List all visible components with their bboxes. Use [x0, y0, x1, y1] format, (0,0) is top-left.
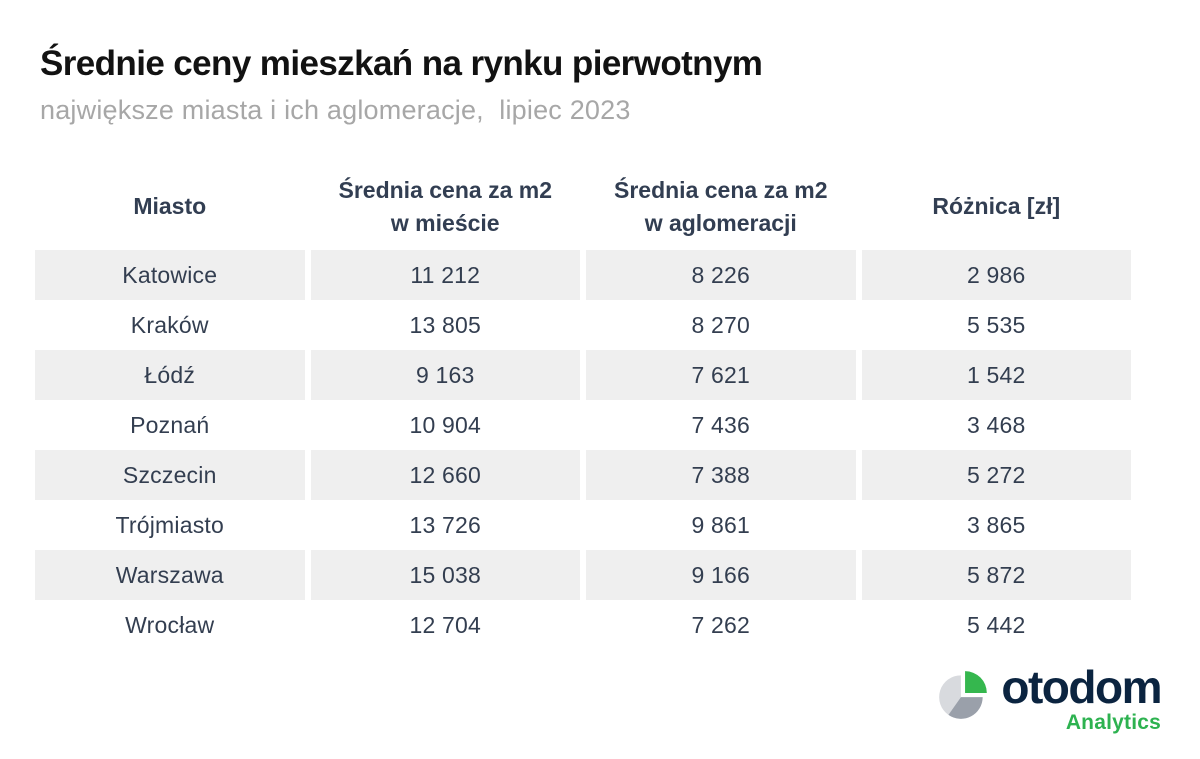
agglomeration-price-cell: 8 226 — [586, 250, 856, 300]
difference-cell: 2 986 — [861, 250, 1131, 300]
table-row: Trójmiasto 13 726 9 861 3 865 — [35, 500, 1131, 550]
otodom-logo: otodom Analytics — [935, 661, 1162, 735]
table-row: Kraków 13 805 8 270 5 535 — [35, 300, 1131, 350]
table-row: Katowice 11 212 8 226 2 986 — [35, 250, 1131, 300]
difference-cell: 5 442 — [966, 611, 1026, 638]
table-row: Wrocław 12 704 7 262 5 442 — [35, 600, 1131, 650]
header: Średnie ceny mieszkań na rynku pierwotny… — [0, 0, 1200, 126]
column-header-agglomeration-price: Średnia cena za m2 w aglomeracji — [614, 177, 828, 236]
difference-cell: 5 535 — [966, 311, 1026, 338]
city-price-cell: 9 163 — [310, 350, 580, 400]
table-row: Poznań 10 904 7 436 3 468 — [35, 400, 1131, 450]
agglomeration-price-cell: 9 861 — [691, 511, 751, 538]
city-cell: Trójmiasto — [115, 511, 224, 538]
table-row: Warszawa 15 038 9 166 5 872 — [35, 550, 1131, 600]
difference-cell: 5 872 — [861, 550, 1131, 600]
city-cell: Poznań — [130, 411, 210, 438]
city-cell: Warszawa — [35, 550, 305, 600]
table-row: Łódź 9 163 7 621 1 542 — [35, 350, 1131, 400]
difference-cell: 5 272 — [861, 450, 1131, 500]
table-body: Katowice 11 212 8 226 2 986 Kraków 13 80… — [35, 250, 1131, 650]
column-header-city: Miasto — [133, 193, 207, 220]
otodom-wordmark: otodom — [1001, 661, 1162, 713]
agglomeration-price-cell: 7 436 — [691, 411, 751, 438]
table-row: Szczecin 12 660 7 388 5 272 — [35, 450, 1131, 500]
logo-text-block: otodom Analytics — [1001, 661, 1162, 735]
agglomeration-price-cell: 9 166 — [586, 550, 856, 600]
city-price-cell: 10 904 — [409, 411, 482, 438]
agglomeration-price-cell: 7 388 — [586, 450, 856, 500]
difference-cell: 3 468 — [966, 411, 1026, 438]
difference-cell: 3 865 — [966, 511, 1026, 538]
city-price-cell: 11 212 — [310, 250, 580, 300]
column-header-difference: Różnica [zł] — [932, 193, 1061, 220]
column-header-city-price: Średnia cena za m2 w mieście — [338, 177, 553, 236]
city-cell: Wrocław — [125, 611, 215, 638]
page-title: Średnie ceny mieszkań na rynku pierwotny… — [40, 44, 763, 83]
city-price-cell: 12 660 — [310, 450, 580, 500]
city-price-cell: 15 038 — [310, 550, 580, 600]
city-price-cell: 13 805 — [409, 311, 482, 338]
agglomeration-price-cell: 7 262 — [691, 611, 751, 638]
pie-chart-icon — [939, 671, 988, 719]
city-cell: Łódź — [35, 350, 305, 400]
city-price-cell: 12 704 — [409, 611, 482, 638]
table-header-row: Miasto Średnia cena za m2 w mieście Śred… — [35, 163, 1131, 250]
price-table: Miasto Średnia cena za m2 w mieście Śred… — [35, 163, 1131, 650]
analytics-label: Analytics — [1065, 711, 1161, 734]
agglomeration-price-cell: 7 621 — [586, 350, 856, 400]
city-cell: Katowice — [35, 250, 305, 300]
difference-cell: 1 542 — [861, 350, 1131, 400]
page-subtitle: największe miasta i ich aglomeracje, lip… — [40, 95, 631, 125]
agglomeration-price-cell: 8 270 — [691, 311, 751, 338]
city-price-cell: 13 726 — [409, 511, 482, 538]
city-cell: Kraków — [130, 311, 209, 338]
city-cell: Szczecin — [35, 450, 305, 500]
